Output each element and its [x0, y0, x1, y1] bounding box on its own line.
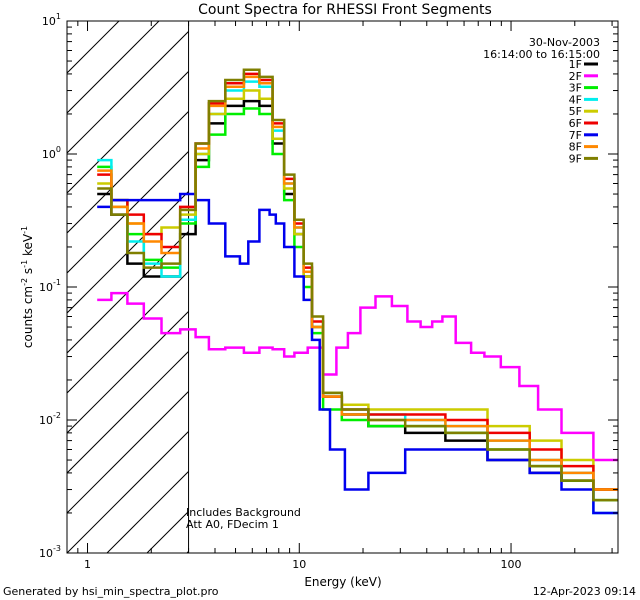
y-tick-label: 101 [42, 12, 61, 28]
hatch-line [67, 70, 189, 194]
y-tick-label: 10-1 [39, 278, 61, 294]
axis-ticks [66, 21, 618, 554]
hatch-line [587, 0, 640, 553]
hatch-line [67, 190, 189, 314]
x-axis-label: Energy (keV) [304, 575, 381, 589]
hatch-line [146, 510, 189, 553]
y-tick-label: 10-2 [39, 411, 61, 427]
hatch-line [267, 0, 640, 553]
y-tick-label: 10-3 [39, 544, 61, 560]
hatch-line [387, 0, 640, 553]
legend-label-1f: 1F [569, 58, 582, 71]
series-6f [97, 72, 618, 491]
hatch-line [67, 310, 189, 434]
hatch-line [67, 270, 189, 394]
series-9f [97, 68, 618, 502]
annotation-attenuator: Att A0, FDecim 1 [186, 518, 279, 531]
annotation-background: Includes Background [186, 506, 301, 519]
hatch-line [347, 0, 640, 553]
hatch-line [427, 0, 640, 553]
hatch-line [67, 30, 189, 154]
legend-label-2f: 2F [569, 70, 582, 83]
hatch-line [67, 430, 189, 553]
chart-title: Count Spectra for RHESSI Front Segments [198, 2, 492, 18]
series-2f [97, 291, 618, 462]
x-tick-labels: 1 10 100 [84, 558, 522, 571]
hatch-line [67, 390, 189, 514]
hatch-line [467, 0, 640, 553]
footer-generated-by: Generated by hsi_min_spectra_plot.pro [3, 585, 219, 598]
hatched-region [67, 0, 640, 553]
x-tick-label: 100 [501, 558, 522, 571]
hatch-line [307, 0, 640, 553]
date-label: 30-Nov-2003 [529, 36, 600, 49]
legend-label-8f: 8F [569, 141, 582, 154]
legend-label-3f: 3F [569, 82, 582, 95]
x-tick-label: 1 [84, 558, 91, 571]
footer-timestamp: 12-Apr-2023 09:14 [533, 585, 636, 598]
hatch-line [106, 470, 189, 553]
series-1f [97, 99, 618, 491]
y-tick-labels: 10-3 10-2 10-1 100 101 [39, 12, 61, 560]
legend-label-5f: 5F [569, 105, 582, 118]
legend-label-4f: 4F [569, 93, 582, 106]
y-tick-label: 100 [42, 145, 61, 161]
series-group [97, 68, 618, 515]
legend-label-6f: 6F [569, 117, 582, 130]
hatch-line [67, 350, 189, 474]
legend-label-7f: 7F [569, 129, 582, 142]
x-tick-label: 10 [292, 558, 306, 571]
time-range-label: 16:14:00 to 16:15:00 [483, 48, 600, 61]
hatch-line [67, 21, 160, 114]
y-axis-label: counts cm-2 s-1 keV-1 [20, 226, 35, 348]
series-8f [97, 75, 618, 491]
legend-label-9f: 9F [569, 152, 582, 165]
series-5f [97, 89, 618, 491]
hatch-line [67, 230, 189, 354]
